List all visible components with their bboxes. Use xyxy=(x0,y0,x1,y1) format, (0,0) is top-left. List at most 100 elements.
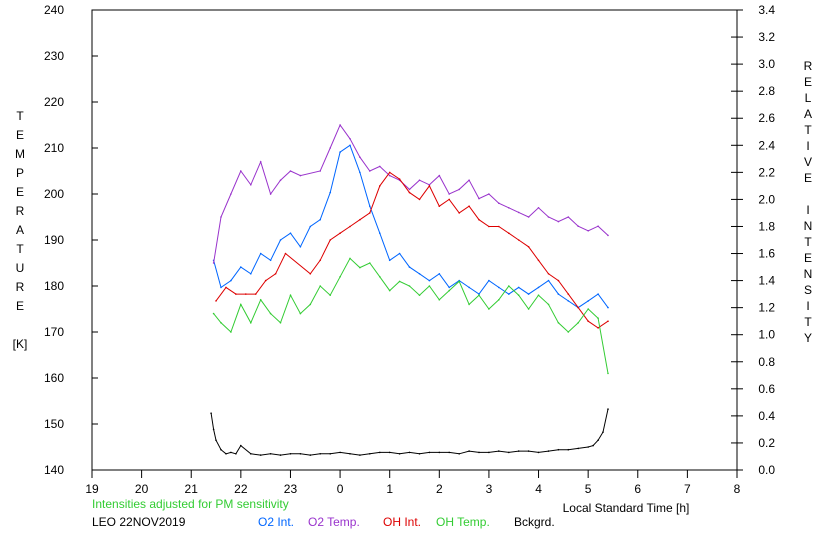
data-point xyxy=(230,279,232,282)
data-point xyxy=(597,439,599,442)
data-point xyxy=(379,232,381,234)
x-axis-ticks: 19 20 21 22 23 0 1 2 3 4 5 6 7 8 xyxy=(85,470,741,496)
legend-entry: O2 Int. xyxy=(258,515,294,529)
data-point xyxy=(587,320,589,323)
x-tick-label: 0 xyxy=(337,482,344,496)
data-point xyxy=(299,174,302,177)
right-axis-label-letter: S xyxy=(804,283,812,297)
data-point xyxy=(388,259,391,262)
data-point xyxy=(398,252,401,255)
right-tick-label: 2.4 xyxy=(758,138,775,152)
data-point xyxy=(269,312,272,315)
data-point xyxy=(329,453,332,455)
right-axis-label-letter: E xyxy=(804,75,812,89)
data-point xyxy=(418,273,421,275)
left-tick-label: 160 xyxy=(44,371,64,385)
data-point xyxy=(448,286,451,289)
data-point xyxy=(597,293,599,295)
data-point xyxy=(527,216,530,218)
data-point xyxy=(289,453,292,455)
data-point xyxy=(418,453,421,455)
data-point xyxy=(488,225,490,228)
data-point xyxy=(220,448,222,451)
data-point xyxy=(309,273,312,275)
data-point xyxy=(289,294,292,297)
data-point xyxy=(359,156,361,158)
data-point xyxy=(398,280,401,283)
left-axis-ticks: 140 150 160 170 180 190 200 210 220 230 240 xyxy=(44,3,98,477)
data-point xyxy=(269,259,272,262)
data-point xyxy=(537,259,540,262)
data-point xyxy=(329,239,332,241)
left-axis-label-letter: R xyxy=(16,204,25,218)
data-point xyxy=(488,279,490,282)
right-tick-label: 0.0 xyxy=(758,463,775,477)
data-point xyxy=(319,285,322,287)
legend-entry: O2 Temp. xyxy=(308,515,360,529)
data-point xyxy=(458,188,461,191)
series-line xyxy=(213,123,609,264)
data-point xyxy=(488,308,490,310)
data-point xyxy=(527,293,530,295)
data-point xyxy=(478,197,480,200)
data-point xyxy=(349,257,351,260)
data-point xyxy=(567,216,570,218)
data-point xyxy=(567,448,570,451)
data-point xyxy=(225,286,227,289)
x-tick-label: 1 xyxy=(386,482,393,496)
data-point xyxy=(215,300,217,302)
legend-entry: Bckgrd. xyxy=(514,515,555,529)
data-point xyxy=(225,453,227,455)
data-point xyxy=(428,184,431,186)
right-tick-label: 2.8 xyxy=(758,84,775,98)
right-tick-label: 2.6 xyxy=(758,111,775,125)
data-point xyxy=(235,293,237,295)
data-point xyxy=(428,185,431,187)
data-point xyxy=(398,178,401,180)
x-tick-label: 8 xyxy=(734,482,741,496)
left-axis-label-letter: E xyxy=(16,299,24,313)
data-point xyxy=(299,312,302,315)
data-point xyxy=(379,451,381,454)
data-point xyxy=(398,453,401,455)
data-point xyxy=(319,170,322,172)
left-tick-label: 180 xyxy=(44,279,64,293)
data-point xyxy=(329,147,332,149)
data-point xyxy=(408,191,411,194)
left-tick-label: 170 xyxy=(44,325,64,339)
left-tick-label: 230 xyxy=(44,49,64,63)
data-point xyxy=(279,322,282,324)
right-tick-label: 1.6 xyxy=(758,247,775,261)
left-tick-label: 140 xyxy=(44,463,64,477)
data-point xyxy=(488,451,490,454)
data-point xyxy=(577,306,579,309)
data-point xyxy=(418,179,421,181)
data-point xyxy=(607,320,609,323)
data-point xyxy=(299,246,302,248)
data-point xyxy=(359,171,361,174)
data-point xyxy=(607,306,609,309)
x-tick-label: 5 xyxy=(585,482,592,496)
data-point xyxy=(329,294,332,297)
data-point xyxy=(587,446,589,448)
data-point xyxy=(537,207,540,209)
data-point xyxy=(418,294,421,297)
data-point xyxy=(240,170,242,172)
data-point xyxy=(448,289,451,292)
right-axis-label-letter: I xyxy=(806,139,809,153)
data-point xyxy=(508,207,510,209)
x-tick-label: 7 xyxy=(684,482,691,496)
data-point xyxy=(448,193,451,195)
data-point xyxy=(359,218,361,221)
data-point xyxy=(339,451,341,454)
data-point xyxy=(245,293,247,295)
data-point xyxy=(537,451,540,454)
data-point xyxy=(408,266,411,268)
data-point xyxy=(230,331,232,333)
left-axis-label-letter: M xyxy=(15,147,25,161)
data-point xyxy=(250,453,252,455)
x-tick-label: 22 xyxy=(234,482,248,496)
data-point xyxy=(379,276,381,278)
right-tick-label: 1.8 xyxy=(758,219,775,233)
data-point xyxy=(517,294,520,297)
